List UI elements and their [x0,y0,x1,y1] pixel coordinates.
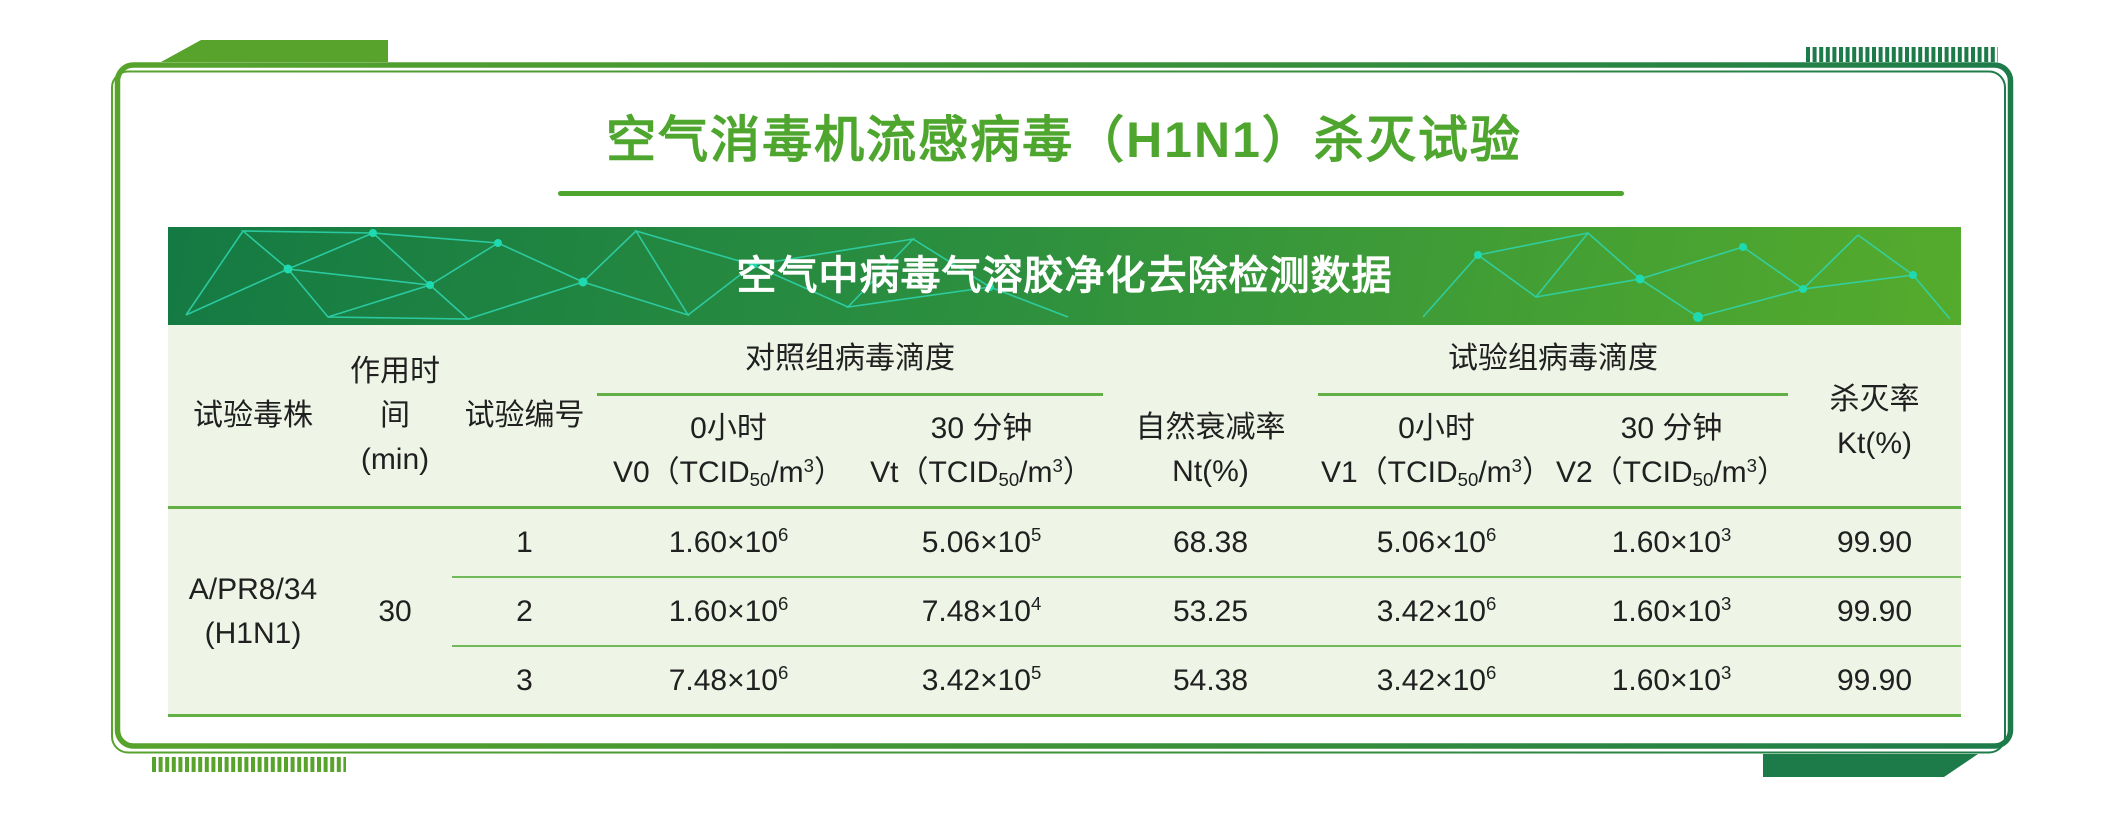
header-v2: 30 分钟 V2（TCID50/m3） [1555,394,1788,509]
header-trial-no: 试验编号 [452,325,597,509]
cell-time: 30 [338,507,452,717]
frame-thin-line [111,70,2006,754]
table-row: 2 1.60×106 7.48×104 53.25 3.42×106 1.60×… [168,576,1961,646]
cell-no: 2 [452,576,597,646]
cell-v0: 1.60×106 [668,524,789,559]
page-title: 空气消毒机流感病毒（H1N1）杀灭试验 [606,112,1522,168]
cell-v2: 1.60×103 [1555,576,1788,646]
header-kill-rate: 杀灭率 Kt(%) [1788,325,1961,509]
banner-title: 空气中病毒气溶胶净化去除检测数据 [736,254,1393,298]
header-v1: 0小时 V1（TCID50/m3） [1318,394,1555,509]
cell-strain: A/PR8/34 (H1N1) [168,507,338,717]
frame-thick-line [114,62,2014,749]
network-pattern-icon [185,229,1951,322]
title-underline [558,191,1624,196]
header-v0: 0小时 V0（TCID50/m3） [597,394,860,509]
header-control-group: 对照组病毒滴度 [597,325,1103,396]
cell-kt: 99.90 [1788,645,1961,717]
cell-v1: 3.42×106 [1318,645,1555,717]
header-vt: 30 分钟 Vt（TCID50/m3） [860,394,1103,509]
table-row: A/PR8/34 (H1N1) 30 1 1.60×106 5.06×105 6… [168,507,1961,717]
header-nt: 自然衰减率 Nt(%) [1103,394,1318,509]
cell-nt: 68.38 [1172,525,1249,559]
cell-vt: 3.42×105 [860,645,1103,717]
cell-vt: 7.48×104 [860,576,1103,646]
banner: 空气中病毒气溶胶净化去除检测数据 [168,227,1961,325]
cell-v0: 1.60×106 [597,576,860,646]
cell-v0: 7.48×106 [597,645,860,717]
cell-kt: 99.90 [1788,576,1961,646]
data-table-wrap: 试验毒株 作用时间 (min) 试验编号 对照组病毒滴度 试验组病毒滴度 杀灭率… [168,325,1961,717]
header-strain: 试验毒株 [168,325,338,509]
cell-v1: 5.06×106 [1376,524,1497,559]
bottom-right-bar [1763,754,1978,777]
table-row: 3 7.48×106 3.42×105 54.38 3.42×106 1.60×… [168,645,1961,717]
cell-v2: 1.60×103 [1555,645,1788,717]
data-table: 试验毒株 作用时间 (min) 试验编号 对照组病毒滴度 试验组病毒滴度 杀灭率… [168,325,1961,717]
top-left-bar [161,40,388,62]
cell-no: 3 [452,645,597,717]
cell-v2: 1.60×103 [1611,524,1732,559]
cell-v1: 3.42×106 [1318,576,1555,646]
header-test-group: 试验组病毒滴度 [1318,325,1788,396]
cell-no: 1 [516,525,533,559]
header-time: 作用时间 (min) [338,325,452,509]
cell-kt: 99.90 [1836,525,1913,559]
header-empty [1103,325,1318,395]
cell-vt: 5.06×105 [921,524,1042,559]
cell-nt: 53.25 [1103,576,1318,646]
cell-nt: 54.38 [1103,645,1318,717]
